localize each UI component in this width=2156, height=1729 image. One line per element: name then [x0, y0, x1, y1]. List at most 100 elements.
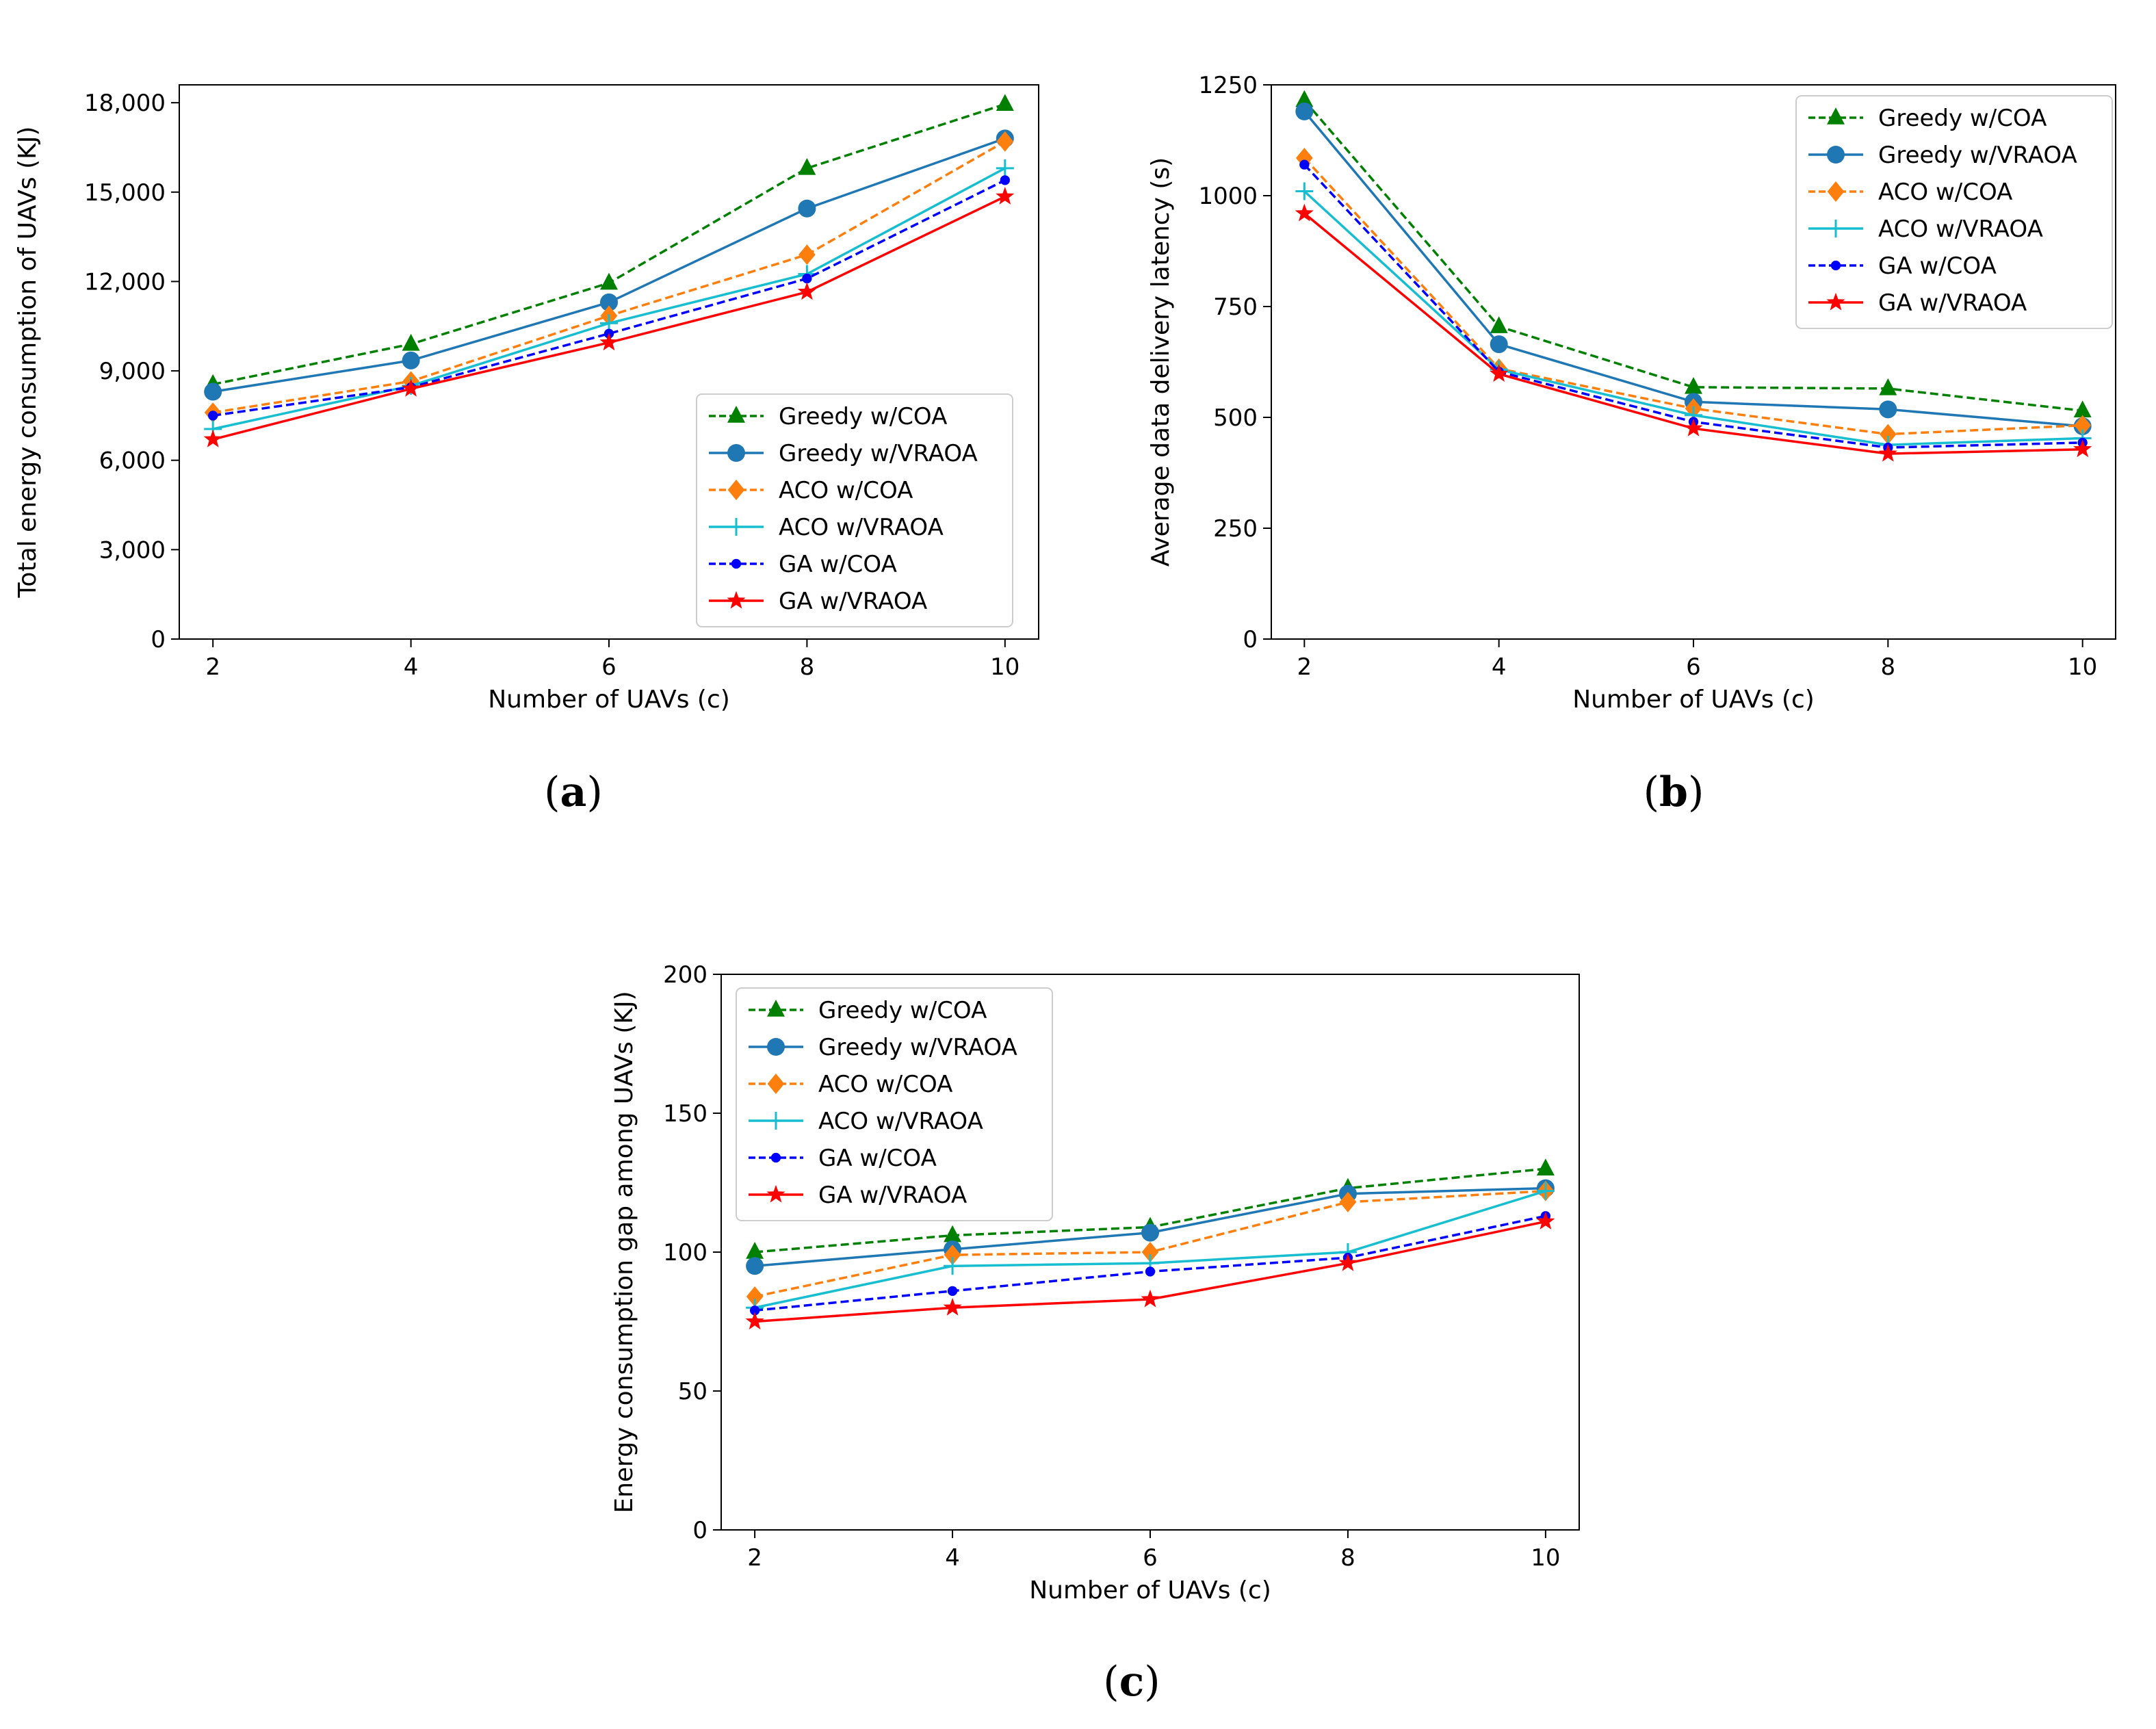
legend-entry-label: GA w/VRAOA — [1878, 289, 2027, 317]
data-point — [203, 429, 222, 447]
data-point — [204, 382, 222, 401]
legend: Greedy w/COA Greedy w/VRAOA ACO w/COA ACO w… — [736, 987, 1053, 1221]
series-line — [212, 179, 1006, 417]
y-tick-label: 9,000 — [99, 358, 166, 385]
data-point — [2073, 439, 2092, 458]
x-tick-label: 8 — [800, 653, 815, 681]
data-point — [996, 131, 1014, 152]
data-point — [1145, 1266, 1156, 1277]
x-tick-label: 6 — [601, 653, 616, 681]
y-tick-label: 1000 — [1198, 183, 1258, 210]
series-line — [212, 137, 1006, 393]
data-point — [2074, 415, 2092, 436]
x-tick-label: 10 — [990, 653, 1019, 681]
y-tick-label: 200 — [663, 961, 707, 989]
y-tick-label: 15,000 — [84, 179, 166, 207]
legend-marker — [1827, 146, 1845, 164]
data-point — [1490, 364, 1509, 382]
data-point — [1295, 102, 1314, 120]
legend-marker — [727, 406, 745, 423]
x-tick-label: 8 — [1340, 1544, 1355, 1572]
legend-entry-label: GA w/COA — [779, 551, 897, 578]
series-line — [1303, 99, 2083, 413]
x-tick-label: 10 — [1531, 1544, 1560, 1572]
series-greedy-w-coa — [1295, 90, 2092, 418]
legend-marker — [1827, 181, 1845, 202]
x-tick-label: 4 — [945, 1544, 960, 1572]
legend-entry-label: ACO w/COA — [818, 1071, 952, 1098]
data-point — [1536, 1158, 1555, 1175]
panel-caption: (a) — [544, 768, 603, 816]
legend-marker — [770, 1152, 781, 1163]
legend-entry-label: ACO w/COA — [1878, 179, 2012, 206]
series-aco-w-vraoa — [746, 1182, 1555, 1317]
data-point — [1141, 1289, 1160, 1308]
legend-entry-label: GA w/COA — [1878, 252, 1997, 280]
panel-b-latency-chart: 0 250 500 750 1000 1250 2 4 6 8 10 Number of UAVs (… — [1147, 72, 2116, 816]
y-tick-label: 100 — [663, 1239, 707, 1266]
data-point — [402, 378, 421, 397]
data-point — [1878, 443, 1897, 462]
x-tick-label: 4 — [404, 653, 419, 681]
legend-entry-label: ACO w/VRAOA — [779, 514, 944, 541]
y-axis-label: Average data delivery latency (s) — [1147, 157, 1175, 567]
legend-marker — [727, 590, 746, 609]
data-point — [1685, 376, 1702, 394]
legend-entry-label: ACO w/VRAOA — [818, 1108, 983, 1135]
legend-box — [1795, 95, 2113, 329]
data-point — [947, 1286, 958, 1296]
series-ga-w-coa — [749, 1211, 1551, 1316]
data-point — [746, 1242, 764, 1259]
panel-a-energy-chart: 0 3,000 6,000 9,000 12,000 15,000 18,000 2 4 6 8 10… — [14, 84, 1039, 816]
data-point — [1295, 147, 1313, 168]
series-ga-w-vraoa — [1295, 203, 2092, 462]
legend-marker — [1826, 292, 1845, 311]
legend-box — [736, 987, 1053, 1221]
y-tick-label: 0 — [151, 626, 166, 653]
data-point — [943, 1297, 962, 1316]
data-point — [599, 333, 619, 351]
data-point — [797, 282, 816, 300]
data-point — [1295, 203, 1314, 222]
legend-marker — [766, 1184, 785, 1203]
data-point — [1879, 378, 1897, 395]
legend-entry-label: ACO w/VRAOA — [1878, 216, 2043, 243]
legend-marker — [767, 1038, 785, 1056]
data-point — [996, 94, 1014, 112]
x-axis-label: Number of UAVs (c) — [1572, 686, 1815, 714]
data-point — [996, 159, 1014, 177]
x-tick-label: 2 — [747, 1544, 762, 1572]
data-point — [944, 1257, 962, 1275]
legend-marker — [727, 518, 745, 536]
data-point — [746, 1286, 764, 1307]
data-point — [1490, 335, 1508, 354]
legend-marker — [767, 1000, 785, 1017]
x-tick-label: 6 — [1143, 1544, 1158, 1572]
data-point — [802, 273, 812, 284]
legend-marker — [767, 1074, 785, 1094]
y-tick-label: 750 — [1213, 294, 1258, 321]
panel-caption: (c) — [1103, 1658, 1160, 1706]
legend-entry-label: Greedy w/COA — [1878, 105, 2047, 132]
y-tick-label: 18,000 — [84, 90, 166, 117]
data-point — [1141, 1223, 1159, 1242]
series-ga-w-vraoa — [203, 187, 1015, 447]
legend-marker — [1827, 107, 1845, 125]
y-tick-label: 12,000 — [84, 268, 166, 296]
y-tick-label: 0 — [1243, 626, 1258, 653]
legend-marker — [727, 480, 745, 500]
data-point — [746, 1257, 764, 1275]
legend: Greedy w/COA Greedy w/VRAOA ACO w/COA ACO w… — [696, 393, 1013, 627]
data-point — [600, 272, 618, 290]
data-point — [1490, 316, 1508, 333]
legend: Greedy w/COA Greedy w/VRAOA ACO w/COA ACO w… — [1795, 95, 2113, 329]
data-point — [1295, 182, 1314, 200]
x-tick-label: 4 — [1492, 653, 1507, 681]
data-point — [1684, 418, 1703, 437]
legend-entry-label: GA w/VRAOA — [818, 1182, 967, 1209]
x-axis-label: Number of UAVs (c) — [488, 686, 730, 714]
series-ga-w-coa — [208, 175, 1010, 421]
data-point — [944, 1225, 962, 1243]
legend-entry-label: Greedy w/VRAOA — [1878, 142, 2077, 169]
